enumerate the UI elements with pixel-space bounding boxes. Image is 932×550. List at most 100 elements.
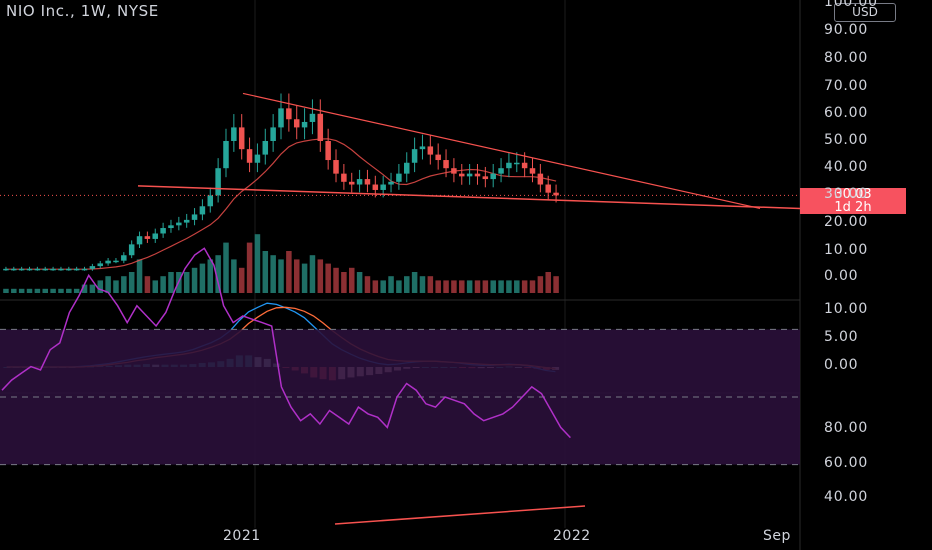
volume-bar bbox=[144, 276, 151, 293]
bar-countdown: 1d 2h bbox=[834, 200, 872, 215]
candle-body bbox=[231, 127, 237, 141]
volume-bar bbox=[231, 259, 237, 293]
plot-area bbox=[0, 0, 800, 550]
candle-body bbox=[403, 162, 410, 174]
volume-bar bbox=[372, 280, 379, 293]
volume-bar bbox=[278, 259, 284, 293]
macd-axis-label: 5.00 bbox=[824, 329, 859, 345]
volume-bar bbox=[364, 276, 371, 293]
candle-body bbox=[380, 184, 386, 190]
volume-bar bbox=[537, 276, 544, 293]
volume-bar bbox=[301, 263, 308, 293]
candle-body bbox=[73, 268, 80, 271]
volume-bar bbox=[545, 272, 551, 293]
volume-bar bbox=[293, 259, 300, 293]
candle-body bbox=[11, 268, 17, 271]
rsi-axis-label: 40.00 bbox=[824, 489, 869, 505]
volume-bar bbox=[459, 280, 465, 293]
volume-bar bbox=[435, 280, 441, 293]
volume-bar bbox=[309, 255, 316, 293]
currency-selector[interactable]: USD bbox=[834, 3, 896, 22]
candle-body bbox=[160, 228, 166, 234]
volume-bar bbox=[136, 259, 143, 293]
candle-body bbox=[42, 268, 48, 271]
moving-average-line bbox=[5, 138, 557, 270]
volume-bar bbox=[207, 259, 214, 293]
volume-bar bbox=[490, 280, 496, 293]
volume-bar bbox=[199, 263, 206, 293]
volume-bar bbox=[427, 276, 434, 293]
candle-body bbox=[183, 219, 190, 223]
candle-body bbox=[435, 154, 441, 161]
candle-body bbox=[309, 113, 316, 122]
candle-body bbox=[333, 160, 339, 174]
candle-body bbox=[356, 179, 363, 185]
price-axis-label: 80.00 bbox=[824, 50, 869, 66]
volume-bar bbox=[183, 272, 190, 293]
resistance-trendline bbox=[242, 92, 761, 210]
candle-body bbox=[97, 263, 103, 267]
volume-bar bbox=[73, 288, 80, 293]
candle-body bbox=[58, 268, 64, 271]
candle-body bbox=[537, 173, 544, 185]
candle-body bbox=[514, 162, 520, 165]
candle-body bbox=[529, 168, 536, 174]
candle-body bbox=[105, 260, 111, 264]
price-axis-label: 50.00 bbox=[824, 132, 869, 148]
volume-bar bbox=[160, 276, 166, 293]
price-axis-label: 40.00 bbox=[824, 159, 869, 175]
price-axis-label: 10.00 bbox=[824, 242, 869, 258]
macd-axis-label: 10.00 bbox=[824, 301, 869, 317]
volume-bar bbox=[333, 267, 339, 293]
candle-body bbox=[396, 173, 402, 182]
candle-body bbox=[293, 119, 300, 128]
volume-bar bbox=[89, 284, 96, 293]
candle-body bbox=[238, 127, 245, 150]
volume-bar bbox=[404, 276, 410, 293]
candle-body bbox=[553, 192, 559, 196]
price-axis-label: 90.00 bbox=[824, 22, 869, 38]
candle-body bbox=[348, 181, 355, 185]
candle-body bbox=[246, 149, 253, 163]
candle-body bbox=[3, 268, 9, 271]
volume-bar bbox=[474, 280, 481, 293]
time-axis-label: Sep bbox=[763, 528, 791, 544]
candle-body bbox=[364, 179, 371, 185]
candle-body bbox=[474, 173, 481, 177]
time-axis-label: 2021 bbox=[223, 528, 261, 544]
candle-body bbox=[176, 222, 182, 226]
symbol-title: NIO Inc., 1W, NYSE bbox=[6, 2, 159, 20]
price-axis-label: 30.00 bbox=[824, 186, 869, 202]
candle-body bbox=[144, 236, 151, 239]
volume-bar bbox=[286, 251, 292, 293]
volume-bar bbox=[411, 272, 418, 293]
volume-bar bbox=[506, 280, 512, 293]
candle-body bbox=[121, 255, 127, 261]
volume-bar bbox=[514, 280, 520, 293]
volume-bar bbox=[349, 267, 355, 293]
candle-body bbox=[50, 268, 56, 271]
price-axis-label: 100.00 bbox=[824, 0, 878, 10]
volume-bar bbox=[521, 280, 528, 293]
candle-body bbox=[262, 141, 269, 155]
volume-bar bbox=[3, 288, 9, 293]
volume-bar bbox=[105, 276, 111, 293]
rsi-divergence-line bbox=[334, 505, 586, 525]
candle-body bbox=[545, 184, 551, 193]
candle-body bbox=[254, 154, 261, 163]
candle-body bbox=[26, 268, 33, 271]
candle-body bbox=[419, 146, 426, 150]
volume-bar bbox=[356, 272, 363, 293]
volume-bar bbox=[121, 276, 127, 293]
last-price-value: 30.03 bbox=[834, 187, 872, 202]
candle-body bbox=[482, 176, 489, 180]
candle-body bbox=[317, 113, 324, 141]
price-axis-label: 70.00 bbox=[824, 78, 869, 94]
rsi-line bbox=[1, 247, 571, 439]
volume-bar bbox=[238, 267, 245, 293]
volume-bar bbox=[42, 288, 48, 293]
volume-bar bbox=[254, 234, 261, 293]
volume-bar bbox=[451, 280, 457, 293]
candle-body bbox=[168, 225, 174, 229]
